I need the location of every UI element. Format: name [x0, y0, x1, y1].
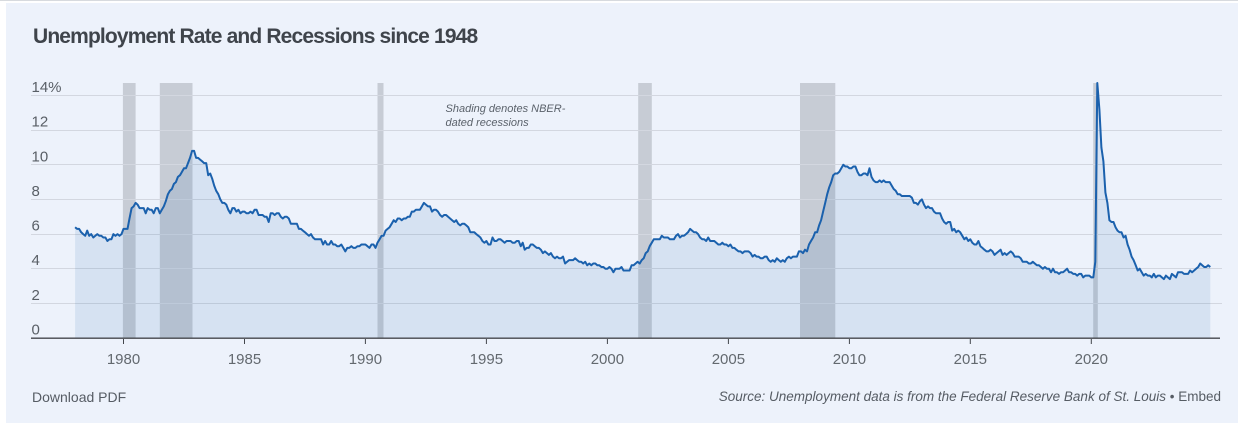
- svg-text:2005: 2005: [712, 351, 745, 368]
- svg-text:4: 4: [32, 252, 40, 269]
- svg-text:1980: 1980: [107, 351, 140, 368]
- svg-text:8: 8: [32, 183, 40, 200]
- svg-text:1985: 1985: [228, 351, 261, 368]
- svg-text:10: 10: [32, 148, 49, 165]
- svg-text:1990: 1990: [349, 351, 382, 368]
- svg-text:2010: 2010: [833, 351, 866, 368]
- svg-text:6: 6: [32, 218, 40, 235]
- svg-text:1995: 1995: [470, 351, 503, 368]
- svg-text:2015: 2015: [954, 351, 987, 368]
- svg-text:2020: 2020: [1075, 351, 1108, 368]
- svg-text:0: 0: [32, 322, 40, 339]
- svg-text:2: 2: [32, 287, 40, 304]
- svg-text:2000: 2000: [591, 351, 624, 368]
- svg-text:12: 12: [32, 114, 49, 131]
- svg-text:14%: 14%: [32, 79, 62, 96]
